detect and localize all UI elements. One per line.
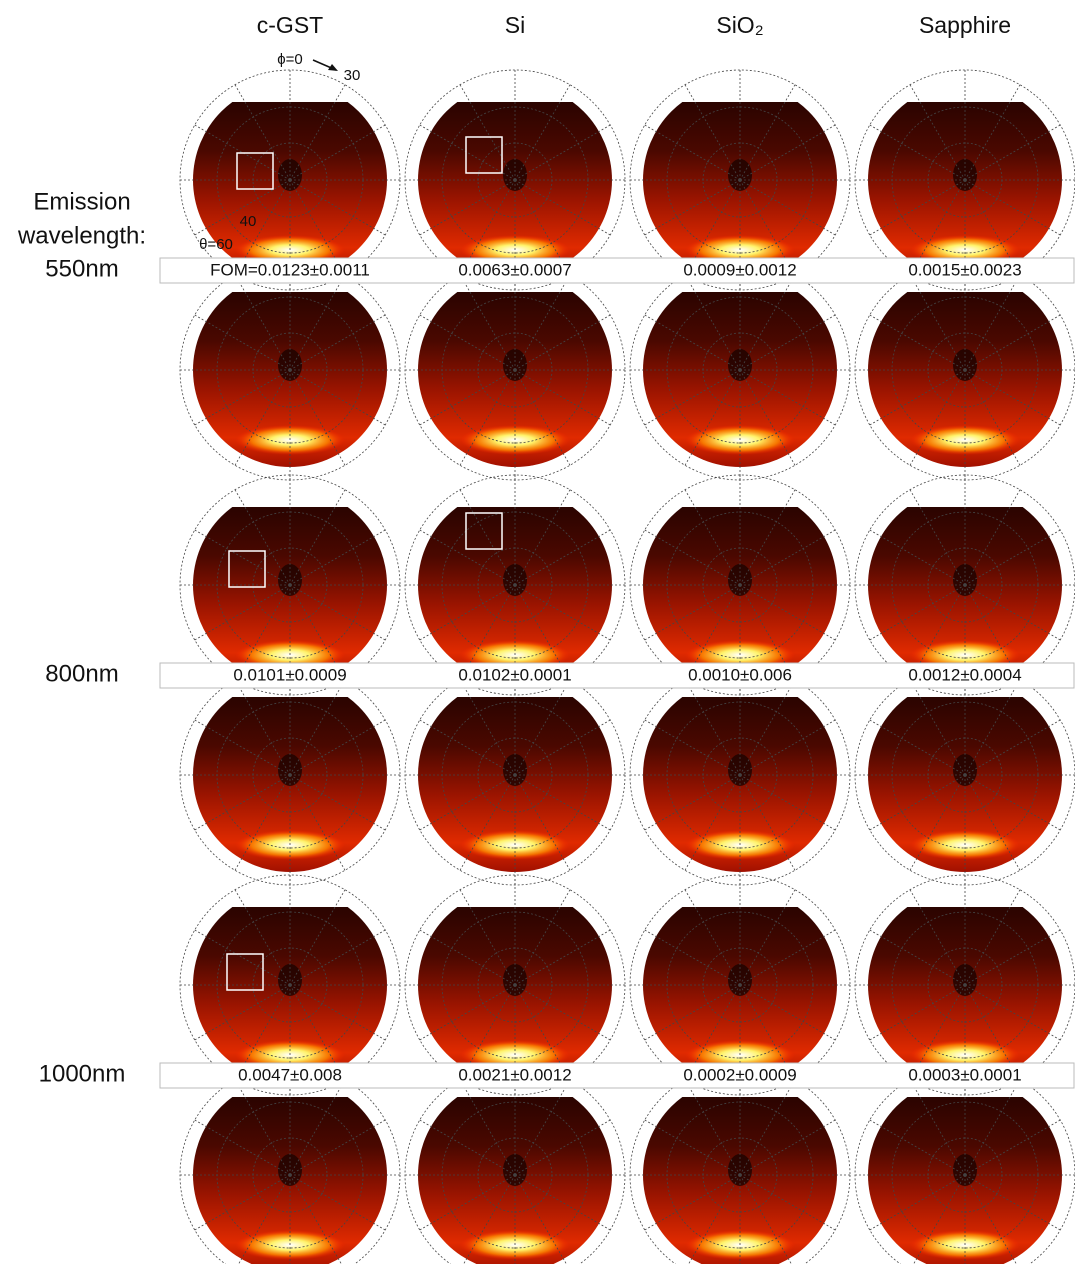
- polar-plot: [629, 874, 851, 1096]
- polar-plot: [629, 474, 851, 696]
- fom-value: 0.0063±0.0007: [458, 260, 571, 279]
- highlight-box: [465, 136, 503, 174]
- polar-plot: [179, 874, 401, 1096]
- polar-plot: [854, 474, 1075, 696]
- polar-plot: [854, 874, 1075, 1096]
- polar-plot: [404, 874, 626, 1096]
- fom-bar: [159, 662, 1075, 689]
- fom-value: 0.0009±0.0012: [683, 260, 796, 279]
- wavelength-label: 800nm: [45, 660, 118, 687]
- column-header: Si: [505, 12, 525, 38]
- polar-plot: [179, 1064, 401, 1264]
- polar-plot: [404, 664, 626, 886]
- fom-value: 0.0010±0.006: [688, 665, 792, 684]
- labels: FOM=0.0123±0.0011 0.0063±0.0007 0.0009±0.0…: [17, 12, 1075, 1089]
- fom-value: 0.0102±0.0001: [458, 665, 571, 684]
- fom-value: FOM=0.0123±0.0011: [210, 260, 370, 279]
- wavelength-label: 550nm: [45, 255, 118, 282]
- polar-plot: [179, 259, 401, 481]
- fom-bar: [159, 257, 1075, 284]
- column-header: Sapphire: [919, 12, 1011, 38]
- highlight-box: [228, 550, 266, 588]
- fom-value: 0.0101±0.0009: [233, 665, 346, 684]
- polar-plot: [629, 69, 851, 291]
- fom-value: 0.0015±0.0023: [908, 260, 1021, 279]
- polar-plot: [404, 1064, 626, 1264]
- polar-plot: [179, 69, 401, 291]
- polar-plot: [629, 259, 851, 481]
- highlight-box: [236, 152, 274, 190]
- highlight-box: [465, 512, 503, 550]
- row-title: wavelength:: [17, 222, 146, 249]
- polar-plot: [854, 664, 1075, 886]
- highlight-box: [226, 953, 264, 991]
- wavelength-label: 1000nm: [39, 1060, 126, 1087]
- fom-value: 0.0047±0.008: [238, 1065, 342, 1084]
- polar-plot: [404, 474, 626, 696]
- fom-bar: [159, 1062, 1075, 1089]
- polar-plot: [179, 474, 401, 696]
- fom-value: 0.0002±0.0009: [683, 1065, 796, 1084]
- phi-label: ϕ=0: [277, 51, 303, 68]
- theta-label: θ=60: [199, 236, 233, 253]
- phi-tick: 30: [344, 67, 361, 84]
- polar-plot: [404, 69, 626, 291]
- polar-plot: [629, 1064, 851, 1264]
- column-header: SiO₂: [716, 12, 763, 38]
- fom-value: 0.0012±0.0004: [908, 665, 1021, 684]
- polar-plot: [629, 664, 851, 886]
- row-title: Emission: [33, 188, 130, 215]
- polar-plot: [854, 259, 1075, 481]
- polar-plot: [404, 259, 626, 481]
- polar-plot: [854, 69, 1075, 291]
- fom-value: 0.0003±0.0001: [908, 1065, 1021, 1084]
- polar-plot: [854, 1064, 1075, 1264]
- theta-tick: 40: [240, 213, 257, 230]
- column-header: c-GST: [257, 12, 323, 38]
- fom-value: 0.0021±0.0012: [458, 1065, 571, 1084]
- polar-plot: [179, 664, 401, 886]
- phi-arrowhead: [328, 64, 338, 71]
